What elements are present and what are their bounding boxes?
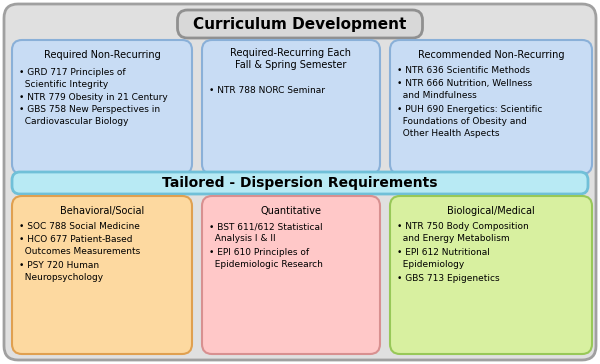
FancyBboxPatch shape (12, 40, 192, 174)
Text: • NTR 666 Nutrition, Wellness
  and Mindfulness: • NTR 666 Nutrition, Wellness and Mindfu… (397, 79, 532, 100)
Text: • GRD 717 Principles of
  Scientific Integrity: • GRD 717 Principles of Scientific Integ… (19, 68, 125, 89)
FancyBboxPatch shape (12, 172, 588, 194)
FancyBboxPatch shape (4, 4, 596, 360)
Text: Quantitative: Quantitative (260, 206, 322, 216)
Text: • NTR 788 NORC Seminar: • NTR 788 NORC Seminar (209, 86, 325, 95)
Text: • EPI 612 Nutritional
  Epidemiology: • EPI 612 Nutritional Epidemiology (397, 248, 490, 269)
Text: Recommended Non-Recurring: Recommended Non-Recurring (418, 50, 564, 60)
Text: Curriculum Development: Curriculum Development (193, 16, 407, 32)
FancyBboxPatch shape (390, 40, 592, 174)
Text: • NTR 636 Scientific Methods: • NTR 636 Scientific Methods (397, 66, 530, 75)
Text: • BST 611/612 Statistical
  Analysis I & II: • BST 611/612 Statistical Analysis I & I… (209, 222, 323, 243)
Text: Required-Recurring Each
Fall & Spring Semester: Required-Recurring Each Fall & Spring Se… (230, 48, 352, 70)
Text: • GBS 713 Epigenetics: • GBS 713 Epigenetics (397, 274, 500, 283)
Text: • PUH 690 Energetics: Scientific
  Foundations of Obesity and
  Other Health Asp: • PUH 690 Energetics: Scientific Foundat… (397, 105, 542, 138)
Text: • HCO 677 Patient-Based
  Outcomes Measurements: • HCO 677 Patient-Based Outcomes Measure… (19, 235, 140, 256)
Text: • EPI 610 Principles of
  Epidemiologic Research: • EPI 610 Principles of Epidemiologic Re… (209, 248, 323, 269)
Text: • NTR 779 Obesity in 21 Century: • NTR 779 Obesity in 21 Century (19, 93, 168, 102)
Text: Behavioral/Social: Behavioral/Social (60, 206, 144, 216)
Text: Required Non-Recurring: Required Non-Recurring (44, 50, 160, 60)
Text: • NTR 750 Body Composition
  and Energy Metabolism: • NTR 750 Body Composition and Energy Me… (397, 222, 529, 243)
Text: • SOC 788 Social Medicine: • SOC 788 Social Medicine (19, 222, 140, 231)
FancyBboxPatch shape (12, 196, 192, 354)
Text: • PSY 720 Human
  Neuropsychology: • PSY 720 Human Neuropsychology (19, 261, 103, 282)
Text: Tailored - Dispersion Requirements: Tailored - Dispersion Requirements (162, 176, 438, 190)
FancyBboxPatch shape (202, 196, 380, 354)
FancyBboxPatch shape (178, 10, 422, 38)
Text: Biological/Medical: Biological/Medical (447, 206, 535, 216)
FancyBboxPatch shape (390, 196, 592, 354)
Text: • GBS 758 New Perspectives in
  Cardiovascular Biology: • GBS 758 New Perspectives in Cardiovasc… (19, 106, 160, 126)
FancyBboxPatch shape (202, 40, 380, 174)
